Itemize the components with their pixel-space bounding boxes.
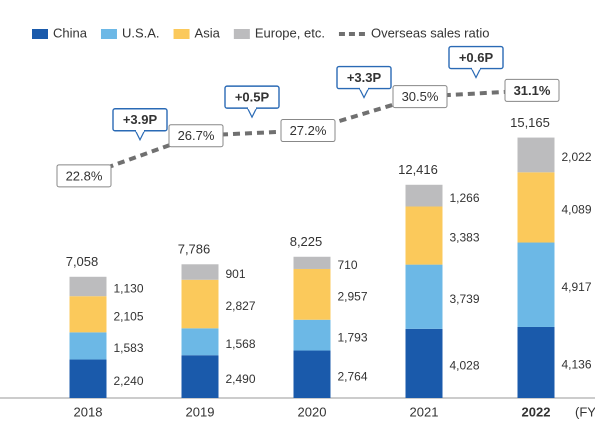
- ratio-label-box: [392, 85, 448, 109]
- legend-label: China: [53, 25, 88, 40]
- bar-segment: [293, 350, 331, 398]
- ratio-label: 30.5%: [402, 89, 439, 104]
- segment-label: 2,022: [562, 150, 592, 164]
- segment-label: 1,266: [450, 191, 480, 205]
- bar-segment: [181, 279, 219, 329]
- legend-label: Overseas sales ratio: [371, 25, 490, 40]
- callout-cover: [248, 106, 256, 110]
- x-tick-label: 2021: [410, 404, 439, 419]
- change-label: +0.6P: [459, 50, 494, 65]
- callout-cover: [360, 86, 368, 90]
- bar-segment: [69, 359, 107, 398]
- ratio-label: 27.2%: [290, 123, 327, 138]
- x-axis-label: (FY): [575, 404, 595, 419]
- bar-segment: [293, 319, 331, 351]
- x-tick-label: 2020: [298, 404, 327, 419]
- segment-label: 2,957: [338, 290, 368, 304]
- total-label: 8,225: [290, 234, 323, 249]
- bar-segment: [181, 264, 219, 280]
- legend-swatch: [100, 29, 117, 39]
- segment-label: 4,089: [562, 203, 592, 217]
- change-label: +3.9P: [123, 112, 158, 127]
- bar-segment: [405, 328, 443, 398]
- ratio-label-box: [56, 164, 112, 188]
- segment-label: 1,130: [114, 282, 144, 296]
- legend-swatch: [32, 29, 48, 39]
- ratio-label-box: [504, 78, 560, 102]
- total-label: 7,786: [178, 242, 211, 257]
- segment-label: 2,827: [226, 299, 256, 313]
- segment-label: 710: [338, 258, 358, 272]
- ratio-label: 22.8%: [66, 168, 103, 183]
- bar-segment: [293, 268, 331, 320]
- x-tick-label: 2018: [74, 404, 103, 419]
- change-label: +3.3P: [347, 70, 382, 85]
- bar-segment: [405, 184, 443, 207]
- bar-segment: [517, 326, 555, 398]
- bar-segment: [405, 264, 443, 329]
- bar-segment: [517, 242, 555, 327]
- total-label: 7,058: [66, 254, 99, 269]
- segment-label: 1,568: [226, 337, 256, 351]
- total-label: 15,165: [510, 115, 550, 130]
- segment-label: 4,136: [562, 358, 592, 372]
- segment-label: 901: [226, 267, 246, 281]
- legend-label: Europe, etc.: [255, 25, 325, 40]
- segment-label: 3,739: [450, 292, 480, 306]
- bar-segment: [69, 296, 107, 333]
- bar-segment: [405, 206, 443, 265]
- x-tick-label: 2019: [186, 404, 215, 419]
- segment-label: 2,764: [338, 369, 368, 383]
- bar-segment: [517, 137, 555, 173]
- x-tick-label: 2022: [522, 404, 551, 419]
- bar-segment: [69, 332, 107, 360]
- segment-label: 2,105: [114, 309, 144, 323]
- segment-label: 1,793: [338, 330, 368, 344]
- legend-label: Asia: [195, 25, 221, 40]
- segment-label: 3,383: [450, 231, 480, 245]
- segment-label: 2,490: [226, 372, 256, 386]
- ratio-label: 31.1%: [514, 83, 551, 98]
- segment-label: 2,240: [114, 374, 144, 388]
- legend-label: U.S.A.: [122, 25, 160, 40]
- segment-label: 4,917: [562, 280, 592, 294]
- bar-segment: [181, 355, 219, 398]
- legend-swatch: [233, 29, 250, 39]
- callout-cover: [136, 128, 144, 132]
- ratio-label-box: [168, 124, 224, 148]
- legend-swatch: [173, 29, 190, 39]
- bar-segment: [293, 256, 331, 269]
- segment-label: 4,028: [450, 359, 480, 373]
- segment-label: 1,583: [114, 341, 144, 355]
- ratio-label: 26.7%: [178, 128, 215, 143]
- bar-segment: [69, 276, 107, 297]
- bar-segment: [517, 172, 555, 243]
- change-label: +0.5P: [235, 90, 270, 105]
- total-label: 12,416: [398, 162, 438, 177]
- callout-cover: [472, 66, 480, 70]
- bar-segment: [181, 328, 219, 356]
- ratio-label-box: [280, 119, 336, 143]
